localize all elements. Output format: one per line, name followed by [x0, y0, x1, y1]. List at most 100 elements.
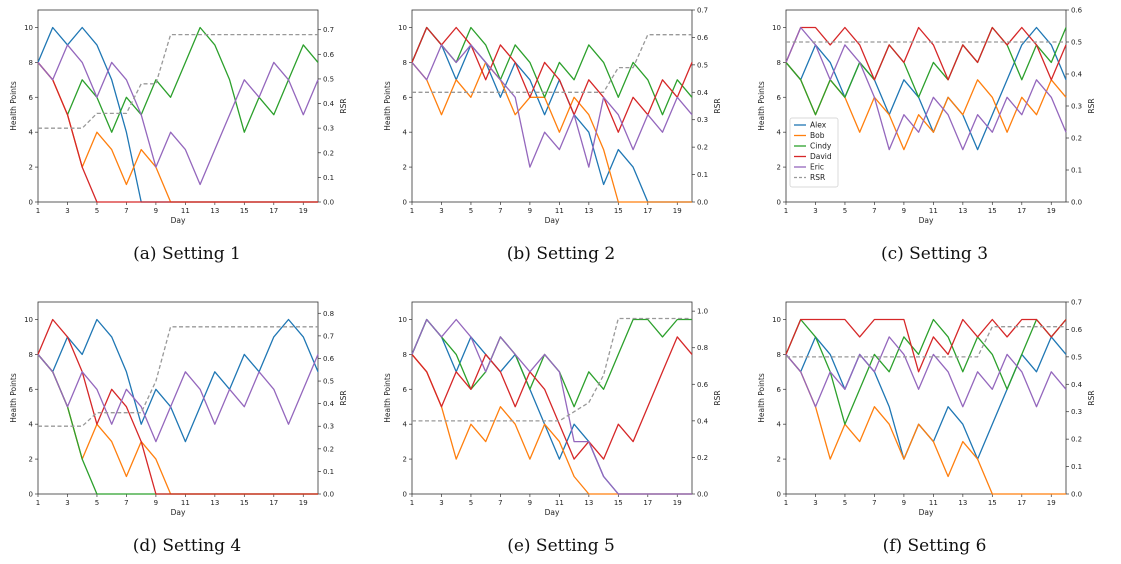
- y2-tick-label: 0.6: [323, 51, 335, 59]
- x-tick-label: 15: [614, 499, 623, 507]
- x-tick-label: 3: [813, 499, 817, 507]
- series-line-eric: [411, 44, 693, 168]
- y2-tick-label: 0.6: [1071, 7, 1083, 15]
- y-tick-label: 4: [29, 129, 34, 137]
- y2-tick-label: 0.6: [697, 381, 709, 389]
- y-tick-label: 0: [29, 491, 33, 499]
- y-tick-label: 6: [777, 94, 782, 102]
- x-tick-label: 1: [36, 207, 40, 215]
- series-line-alex: [37, 26, 318, 203]
- y-tick-label: 4: [403, 129, 408, 137]
- x-tick-label: 11: [929, 499, 938, 507]
- x-tick-label: 13: [584, 499, 593, 507]
- legend-label-eric: Eric: [810, 163, 824, 172]
- panel-setting-2: 1 3 5 7 9 11 13 15 17 19 0 2 4 6 8 10 0.0 0.1 0.2 0.3 0.4 0.5…: [374, 0, 748, 282]
- y2-tick-label: 0.2: [323, 149, 334, 157]
- series-line-david: [411, 336, 693, 460]
- y2-tick-label: 0.5: [1071, 353, 1082, 361]
- y-axis-label: Health Points: [757, 373, 766, 423]
- series-line-rsr: [412, 34, 692, 93]
- y-tick-label: 4: [403, 421, 408, 429]
- chart-setting-4: 1 3 5 7 9 11 13 15 17 1902468100.00.10.20.30.40.5…: [9, 301, 348, 517]
- x-tick-label: 9: [902, 499, 906, 507]
- x-tick-label: 7: [498, 499, 502, 507]
- caption-setting-3: (c) Setting 3: [880, 244, 989, 264]
- x-tick-label: 5: [95, 499, 99, 507]
- x-axis-label: Day: [545, 216, 560, 225]
- x-tick-label: 19: [673, 499, 682, 507]
- series-line-bob: [785, 353, 1066, 495]
- series-group: [411, 26, 693, 203]
- x-tick-label: 7: [498, 207, 502, 215]
- x-tick-label: 5: [843, 499, 847, 507]
- legend-label-rsr: RSR: [810, 173, 825, 182]
- y-tick-label: 0: [403, 199, 407, 207]
- y2-tick-label: 0.0: [323, 199, 334, 207]
- y-tick-label: 8: [403, 351, 407, 359]
- plot-frame: [785, 301, 1067, 495]
- x-tick-label: 17: [269, 499, 278, 507]
- y-axis-label: Health Points: [9, 373, 18, 423]
- x-tick-label: 13: [210, 207, 219, 215]
- y2-axis-label: RSR: [339, 98, 348, 113]
- caption-setting-1: (a) Setting 1: [133, 244, 241, 264]
- y-tick-label: 4: [777, 421, 782, 429]
- x-tick-label: 11: [555, 499, 564, 507]
- y2-tick-label: 0.5: [1071, 39, 1082, 47]
- x-tick-label: 7: [124, 207, 128, 215]
- y2-tick-label: 0.0: [1071, 491, 1082, 499]
- y2-tick-label: 0.5: [323, 378, 334, 386]
- y2-tick-label: 0.7: [323, 332, 334, 340]
- y-tick-label: 6: [403, 94, 408, 102]
- series-line-rsr: [38, 326, 318, 427]
- y2-tick-label: 1.0: [697, 308, 708, 316]
- y-tick-label: 8: [403, 59, 407, 67]
- y-tick-label: 10: [772, 316, 781, 324]
- legend-label-bob: Bob: [810, 131, 825, 140]
- y2-axis-label: RSR: [1087, 98, 1096, 113]
- y-tick-label: 0: [29, 199, 33, 207]
- y2-tick-label: 0.2: [697, 454, 708, 462]
- series-line-alex: [37, 318, 319, 443]
- y-tick-label: 8: [29, 59, 33, 67]
- y-axis-label: Health Points: [383, 81, 392, 131]
- y2-tick-label: 0.2: [1071, 436, 1082, 444]
- series-line-cindy: [785, 318, 1067, 425]
- y2-tick-label: 0.7: [323, 26, 334, 34]
- x-tick-label: 3: [439, 207, 443, 215]
- y2-tick-label: 0.6: [697, 34, 709, 42]
- y-tick-label: 10: [24, 24, 33, 32]
- series-group: [37, 318, 319, 495]
- x-tick-label: 9: [154, 499, 158, 507]
- x-tick-label: 17: [643, 207, 652, 215]
- y-tick-label: 4: [777, 129, 782, 137]
- x-tick-label: 3: [65, 499, 69, 507]
- chart-setting-2: 1 3 5 7 9 11 13 15 17 1902468100.00.10.20.30.40.5…: [383, 7, 722, 226]
- series-line-david: [37, 318, 318, 495]
- x-tick-label: 5: [469, 207, 473, 215]
- series-group: [411, 317, 693, 495]
- y2-tick-label: 0.4: [323, 100, 335, 108]
- chart-setting-6: 1 3 5 7 9 11 13 15 17 1902468100.00.10.20.30.40.5…: [757, 299, 1096, 518]
- y2-tick-label: 0.3: [323, 423, 334, 431]
- series-line-david: [37, 61, 318, 203]
- caption-setting-4: (d) Setting 4: [132, 536, 242, 556]
- panel-setting-1: 1 3 5 7 9 11 13 15 17 19 0 2 4 6 8 10 0.0 0.1 0.2 0.3 0.4 0.5…: [0, 0, 374, 282]
- chart-setting-3: 1 3 5 7 9 11 13 15 17 1902468100.00.10.20.30.40.5…: [757, 7, 1096, 226]
- x-tick-label: 7: [124, 499, 128, 507]
- series-line-bob: [411, 61, 692, 203]
- y2-tick-label: 0.2: [697, 144, 708, 152]
- x-tick-label: 13: [584, 207, 593, 215]
- series-line-eric: [411, 318, 692, 495]
- x-tick-label: 11: [181, 207, 190, 215]
- y2-tick-label: 0.4: [323, 400, 335, 408]
- y-tick-label: 4: [29, 421, 34, 429]
- series-line-alex: [411, 26, 692, 203]
- y-axis-label: Health Points: [9, 81, 18, 131]
- chart-setting-1: 1 3 5 7 9 11 13 15 17 1902468100.00.10.20.30.40.5…: [9, 9, 348, 225]
- y2-axis-label: RSR: [1087, 390, 1096, 405]
- y2-axis-label: RSR: [713, 390, 722, 405]
- x-tick-label: 17: [1017, 207, 1026, 215]
- series-line-david: [785, 26, 1067, 81]
- plot-frame: [37, 301, 319, 495]
